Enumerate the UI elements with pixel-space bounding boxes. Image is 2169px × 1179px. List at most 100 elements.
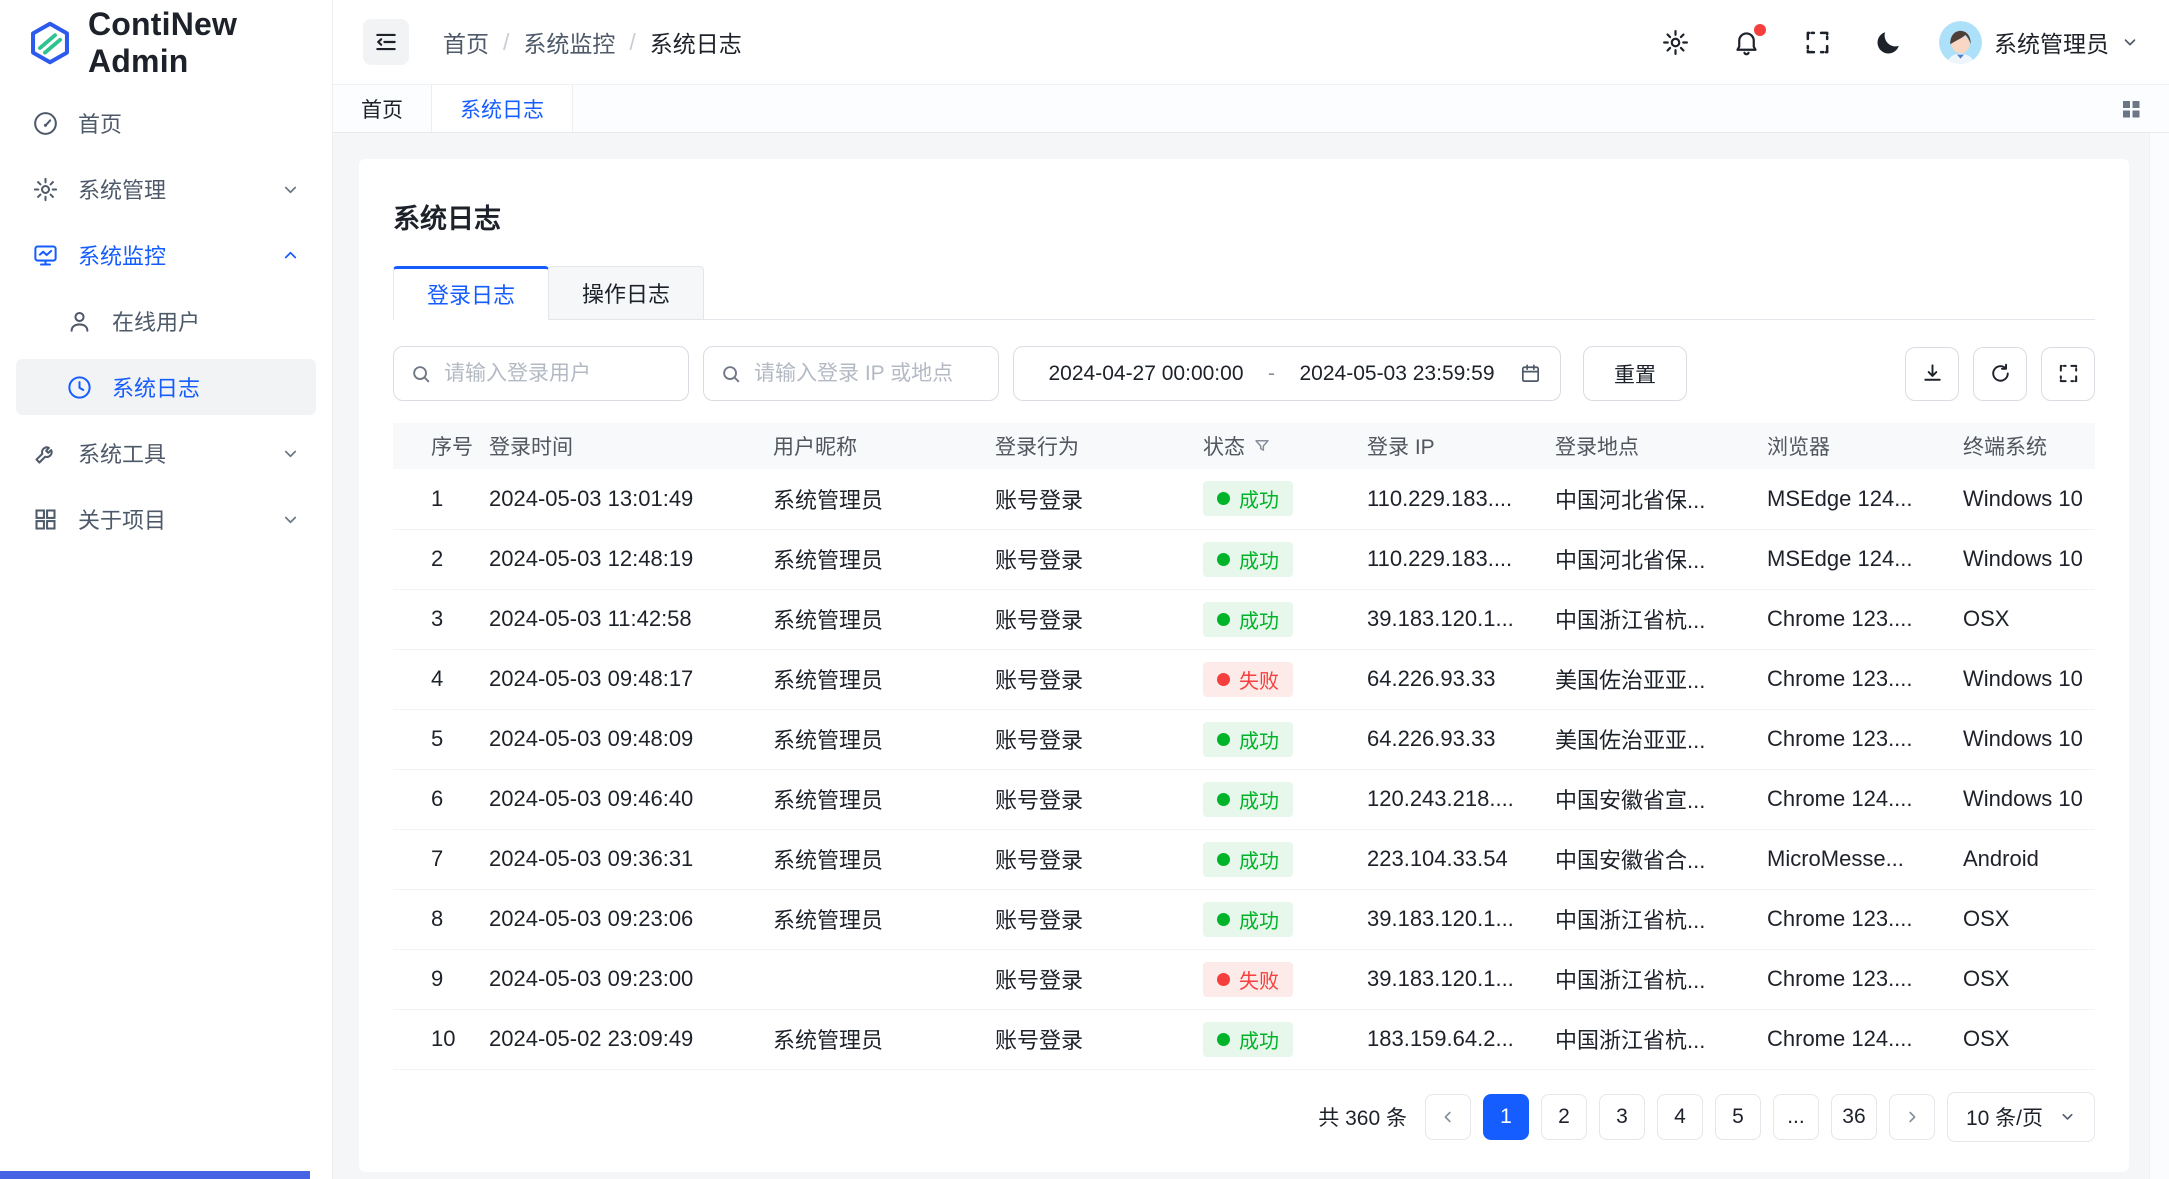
table-row[interactable]: 2 2024-05-03 12:48:19 系统管理员 账号登录 成功 110.229.1…	[393, 529, 2095, 590]
prev-page-button[interactable]	[1424, 1093, 1471, 1140]
clock-icon	[66, 374, 93, 401]
chevron-down-icon	[2121, 33, 2139, 51]
breadcrumb-current: 系统日志	[649, 31, 742, 57]
login-user-search[interactable]	[393, 346, 689, 401]
date-range-picker[interactable]: 2024-04-27 00:00:00 - 2024-05-03 23:59:5…	[1013, 346, 1561, 401]
table-header: 序号 登录时间 用户昵称 登录行为 状态 登	[393, 423, 2095, 469]
cell-browser: MicroMesse...	[1751, 829, 1947, 890]
table-row[interactable]: 7 2024-05-03 09:36:31 系统管理员 账号登录 成功 223.104.3…	[393, 829, 2095, 890]
login-ip-search[interactable]	[703, 346, 999, 401]
page-more-button[interactable]: ...	[1772, 1093, 1819, 1140]
table-row[interactable]: 10 2024-05-02 23:09:49 系统管理员 账号登录 成功 183.159.…	[393, 1009, 2095, 1070]
cell-behavior: 账号登录	[979, 469, 1187, 530]
fullscreen-icon	[1803, 28, 1832, 57]
sidebar-item-home[interactable]: 首页	[16, 95, 316, 151]
view-tab-system-log[interactable]: 系统日志	[432, 85, 573, 132]
col-behavior: 登录行为	[979, 423, 1187, 469]
status-dot-icon	[1217, 852, 1230, 866]
download-icon	[1921, 362, 1944, 385]
cell-status: 成功	[1187, 829, 1351, 890]
logo[interactable]: ContiNew Admin	[0, 0, 332, 85]
cell-index: 9	[393, 949, 473, 1010]
breadcrumb-system-monitor[interactable]: 系统监控	[523, 31, 616, 57]
cell-behavior: 账号登录	[979, 589, 1187, 650]
table-row[interactable]: 5 2024-05-03 09:48:09 系统管理员 账号登录 成功 64.226.93…	[393, 709, 2095, 770]
status-dot-icon	[1217, 492, 1230, 506]
export-button[interactable]	[1905, 346, 1959, 401]
sidebar-item-about[interactable]: 关于项目	[16, 491, 316, 547]
cell-time: 2024-05-03 09:48:09	[473, 709, 757, 770]
table-fullscreen-button[interactable]	[2041, 346, 2095, 401]
page-content: 系统日志 登录日志 操作日志	[333, 133, 2169, 1179]
sidebar: ContiNew Admin 首页 系统管理	[0, 0, 333, 1179]
cell-index: 3	[393, 589, 473, 650]
sidebar-item-label: 在线用户	[112, 310, 201, 335]
cell-behavior: 账号登录	[979, 829, 1187, 890]
sidebar-item-online-users[interactable]: 在线用户	[16, 293, 316, 349]
refresh-icon	[1989, 362, 2012, 385]
table-row[interactable]: 3 2024-05-03 11:42:58 系统管理员 账号登录 成功 39.183.12…	[393, 589, 2095, 650]
page-button-last[interactable]: 36	[1830, 1093, 1877, 1140]
table-row[interactable]: 6 2024-05-03 09:46:40 系统管理员 账号登录 成功 120.243.2…	[393, 769, 2095, 830]
cell-index: 7	[393, 829, 473, 890]
view-tab-home[interactable]: 首页	[333, 85, 432, 132]
sidebar-item-system-management[interactable]: 系统管理	[16, 161, 316, 217]
cell-nickname: 系统管理员	[757, 469, 979, 530]
settings-button[interactable]	[1661, 28, 1690, 57]
login-ip-input[interactable]	[754, 361, 982, 386]
sidebar-item-system-tools[interactable]: 系统工具	[16, 425, 316, 481]
table-row[interactable]: 4 2024-05-03 09:48:17 系统管理员 账号登录 失败 64.226.93…	[393, 649, 2095, 710]
notification-dot	[1754, 23, 1766, 36]
sidebar-item-system-log[interactable]: 系统日志	[16, 359, 316, 415]
page-title: 系统日志	[393, 204, 501, 234]
gear-icon	[1661, 28, 1690, 57]
table-row[interactable]: 1 2024-05-03 13:01:49 系统管理员 账号登录 成功 110.229.1…	[393, 469, 2095, 530]
fullscreen-button[interactable]	[1803, 28, 1832, 57]
status-badge: 成功	[1203, 841, 1293, 877]
cell-status: 成功	[1187, 709, 1351, 770]
sidebar-item-system-monitor[interactable]: 系统监控	[16, 227, 316, 283]
login-user-input[interactable]	[444, 361, 672, 386]
tab-login-log[interactable]: 登录日志	[393, 266, 550, 320]
dark-mode-button[interactable]	[1874, 28, 1903, 57]
col-location: 登录地点	[1539, 423, 1751, 469]
status-text: 成功	[1239, 490, 1279, 513]
cell-behavior: 账号登录	[979, 1009, 1187, 1070]
table-row[interactable]: 8 2024-05-03 09:23:06 系统管理员 账号登录 成功 39.183.12…	[393, 889, 2095, 950]
status-badge: 成功	[1203, 781, 1293, 817]
refresh-button[interactable]	[1973, 346, 2027, 401]
cell-index: 5	[393, 709, 473, 770]
tab-operation-log[interactable]: 操作日志	[548, 266, 705, 319]
next-page-button[interactable]	[1888, 1093, 1935, 1140]
cell-status: 成功	[1187, 889, 1351, 950]
dashboard-icon	[32, 110, 59, 137]
sidebar-collapse-button[interactable]	[363, 19, 409, 65]
tab-options-button[interactable]	[2093, 85, 2169, 132]
cell-browser: Chrome 124....	[1751, 1009, 1947, 1070]
user-menu[interactable]: 系统管理员	[1939, 20, 2139, 64]
status-text: 成功	[1239, 550, 1279, 573]
filter-funnel-icon[interactable]	[1253, 437, 1271, 455]
reset-button[interactable]: 重置	[1583, 346, 1687, 401]
breadcrumb-separator: /	[503, 28, 510, 55]
apps-icon	[32, 506, 59, 533]
cell-os: OSX	[1947, 589, 2095, 650]
cell-behavior: 账号登录	[979, 649, 1187, 710]
table-row[interactable]: 9 2024-05-03 09:23:00 账号登录 失败 39.183.120.1..…	[393, 949, 2095, 1010]
page-size-value: 10 条/页	[1965, 1106, 2043, 1130]
cell-time: 2024-05-03 12:48:19	[473, 529, 757, 590]
page-button-3[interactable]: 3	[1598, 1093, 1645, 1140]
notifications-button[interactable]	[1732, 23, 1766, 57]
page-size-select[interactable]: 10 条/页	[1946, 1091, 2095, 1142]
avatar	[1939, 20, 1982, 64]
bottom-accent-bar	[0, 1171, 310, 1179]
page-button-5[interactable]: 5	[1714, 1093, 1761, 1140]
table-body: 1 2024-05-03 13:01:49 系统管理员 账号登录 成功 110.229.1…	[393, 469, 2095, 1070]
breadcrumb-home[interactable]: 首页	[443, 31, 489, 57]
page-button-1[interactable]: 1	[1482, 1093, 1529, 1140]
page-button-4[interactable]: 4	[1656, 1093, 1703, 1140]
scrollbar[interactable]	[2149, 133, 2169, 1179]
page-button-2[interactable]: 2	[1540, 1093, 1587, 1140]
cell-index: 6	[393, 769, 473, 830]
